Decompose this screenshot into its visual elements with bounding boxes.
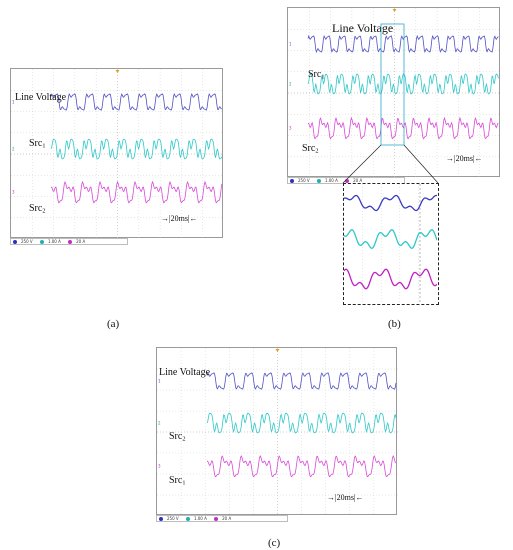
src1-current-trace [307,73,499,95]
line-voltage-label-a: Line Voltage [15,92,67,103]
status-bar-a: 250 V 1.00 A 20 A [10,238,128,245]
waveform-plot-b: 1 2 3 [288,8,501,178]
src1-current-trace [50,138,223,160]
line-voltage-trace [206,372,397,390]
trigger-marker [115,70,120,73]
caption-c: (c) [268,537,281,549]
src-label-lower-c: Src1 [169,475,186,487]
zoom-src1-trace [343,229,438,249]
grid-svg-a [11,69,224,239]
src2-label-a: Src2 [29,203,46,215]
status-bar-c: 250 V 1.00 A 20 A [156,515,288,522]
line-voltage-trace [307,34,499,54]
src1-label-a: Src1 [29,138,46,150]
line-voltage-label-b: Line Voltage [332,21,394,35]
scope-screen-c: 1 2 3 Line Voltage Src2 Src1 →|20ms|← [156,347,398,516]
channel-1-marker: 1 [158,379,161,384]
channel-3-marker: 3 [158,464,161,469]
waveform-plot-a: 1 2 3 [11,69,224,239]
channel-2-marker: 2 [158,421,161,426]
scope-screen-b: 1 2 3 Line Voltage Src1 Src2 →|20ms|← [287,7,501,178]
src2-label-b: Src2 [302,143,319,155]
caption-a: (a) [107,318,120,330]
trigger-marker [275,349,280,352]
zoom-line-voltage-trace [343,194,438,212]
zoom-src2-trace [343,268,438,290]
src-label-upper-c: Src2 [169,431,186,443]
src2-current-trace [206,455,397,478]
src1-label-b: Src1 [308,69,325,81]
zoomed-waveform-plot [343,184,438,303]
channel-3-marker: 3 [289,126,292,131]
time-scale-c: →|20ms|← [327,493,364,502]
scope-screen-a: 1 2 3 Line Voltage Src1 Src2 →|20ms|← [10,68,224,239]
time-scale-a: →|20ms|← [161,214,198,223]
channel-1-marker: 1 [12,100,15,105]
time-scale-b: →|20ms|← [446,154,483,163]
waveform-plot-c: 1 2 3 [157,348,398,516]
trigger-marker [392,9,397,12]
line-voltage-label-c: Line Voltage [159,367,211,378]
caption-b: (b) [388,318,401,330]
channel-2-marker: 2 [12,147,15,152]
channel-1-marker: 1 [289,42,292,47]
channel-2-marker: 2 [289,82,292,87]
src1-current-trace [206,412,397,434]
src2-current-trace [50,180,223,204]
zoomed-inset-b [343,183,439,305]
channel-3-marker: 3 [12,190,15,195]
line-voltage-trace [50,93,223,111]
